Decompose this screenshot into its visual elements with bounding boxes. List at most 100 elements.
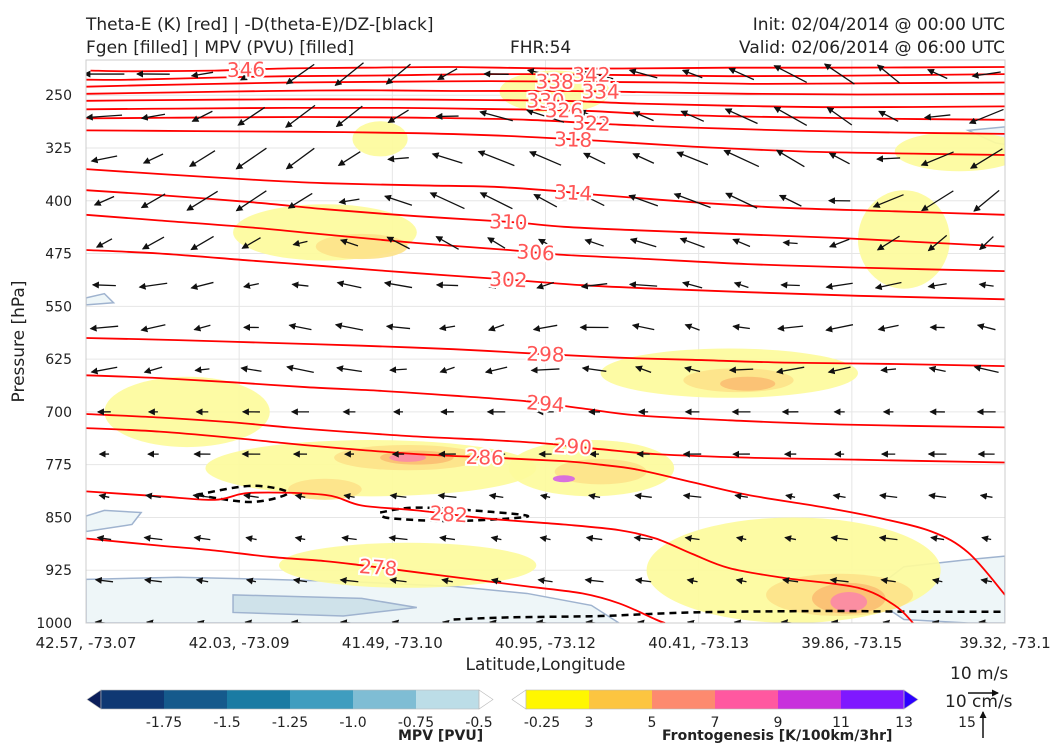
wind-vector — [487, 324, 505, 332]
reference-vector-arrows — [968, 689, 999, 738]
wind-vector — [240, 365, 262, 373]
y-tick-label: 700 — [45, 405, 72, 421]
wind-vector — [143, 576, 162, 584]
init-time: Init: 02/04/2014 @ 00:00 UTC — [752, 15, 1005, 35]
wind-vector — [723, 149, 760, 168]
theta-e-label: 346 — [227, 57, 266, 82]
wind-vector — [490, 535, 502, 543]
wind-vector — [526, 108, 565, 123]
theta-e-label: 302 — [489, 267, 528, 293]
wind-vector — [140, 324, 166, 333]
wind-vector — [631, 322, 655, 331]
wind-vector — [681, 280, 703, 289]
theta-e-contour — [86, 106, 1005, 121]
wind-vector — [969, 148, 1003, 169]
dthetae-dz-contour-layer — [196, 484, 1005, 621]
wind-vector — [383, 280, 413, 289]
wind-vector — [95, 238, 113, 248]
theta-e-label: 290 — [553, 433, 593, 459]
wind-vector — [386, 236, 410, 250]
theta-e-contour — [86, 129, 1005, 156]
theta-e-label: 278 — [358, 554, 398, 581]
wind-vector — [681, 69, 703, 79]
wind-vector — [780, 619, 797, 623]
wind-vector — [732, 238, 751, 248]
wind-vector — [387, 155, 409, 163]
fgen-colorbar-cell — [589, 690, 652, 709]
mpv-colorbar-cell — [416, 690, 479, 709]
fgen-colorbar-cell — [715, 690, 778, 709]
wind-vector — [931, 619, 941, 623]
x-tick-label: 40.95, -73.12 — [495, 634, 596, 652]
y-axis-label: Pressure [hPa] — [9, 281, 29, 403]
mpv-colorbar-extend-right — [478, 689, 494, 710]
wind-vector — [292, 239, 308, 247]
mpv-colorbar-cell — [164, 690, 227, 709]
wind-vector — [733, 281, 749, 289]
wind-vector — [338, 197, 360, 205]
wind-vector — [387, 109, 409, 124]
frontogenesis-region — [278, 542, 537, 588]
frontogenesis-region — [104, 376, 270, 448]
theta-e-label: 282 — [429, 501, 469, 528]
wind-vector — [530, 366, 560, 374]
wind-vector — [239, 67, 263, 81]
wind-vector — [832, 492, 846, 500]
wind-vector — [725, 192, 758, 209]
y-tick-label: 925 — [45, 563, 72, 579]
wind-vector — [823, 63, 855, 85]
theta-e-label: 342 — [572, 63, 610, 87]
wind-vector — [441, 577, 453, 585]
wind-vector — [828, 238, 850, 248]
wind-vector — [190, 281, 214, 290]
theta-e-contour — [90, 66, 1005, 73]
fgen-colorbar-tick: 3 — [585, 715, 594, 731]
header-title-line1: Theta-E (K) [red] | -D(theta-E)/DZ-[blac… — [86, 15, 434, 35]
wind-vector — [583, 195, 605, 207]
wind-vector — [877, 324, 899, 332]
wind-vector — [190, 235, 214, 251]
wind-vector — [141, 236, 165, 250]
wind-vector — [927, 234, 948, 252]
wind-vector — [879, 492, 898, 500]
mpv-region — [86, 292, 116, 306]
y-tick-label: 625 — [45, 352, 72, 368]
wind-vector — [673, 192, 711, 209]
fgen-colorbar-cell — [652, 690, 715, 709]
wind-vector — [976, 323, 996, 331]
wind-vector — [628, 194, 659, 207]
wind-vector — [680, 110, 705, 122]
wind-vector — [539, 535, 551, 543]
mpv-colorbar-cell — [101, 690, 164, 709]
axis-layer: 250 325 400 475 550 625 700 775 850 925 1000 42.57,… — [9, 88, 1050, 675]
wind-vector — [735, 535, 747, 543]
theta-e-label: 330 — [526, 89, 564, 113]
wind-vector — [539, 493, 551, 501]
wind-vector — [441, 619, 451, 623]
theta-e-contour — [86, 413, 1005, 464]
wind-vector — [928, 365, 946, 373]
wind-vector — [489, 619, 501, 623]
wind-vector — [921, 190, 954, 212]
wind-vector — [437, 492, 457, 500]
frontogenesis-region — [720, 376, 776, 391]
wind-vector — [484, 366, 508, 375]
wind-vector — [981, 535, 992, 543]
wind-vector — [339, 619, 356, 623]
mpv-colorbar-tick: -1.25 — [272, 715, 308, 731]
wind-vector — [581, 365, 607, 373]
wind-vector — [628, 68, 658, 79]
wind-vector — [980, 577, 992, 585]
frontogenesis-region — [554, 459, 647, 485]
mpv-colorbar-tick: -1.75 — [146, 715, 182, 731]
wind-vector — [237, 106, 266, 126]
wind-vector — [777, 324, 804, 332]
wind-vector — [439, 366, 455, 374]
mpv-colorbar-cell — [353, 690, 416, 709]
theta-e-label: 326 — [545, 98, 583, 122]
theta-e-label: 310 — [489, 209, 528, 234]
dthetae-dz-contour — [196, 484, 290, 504]
wind-vector — [142, 153, 164, 164]
wind-vector — [140, 113, 166, 121]
